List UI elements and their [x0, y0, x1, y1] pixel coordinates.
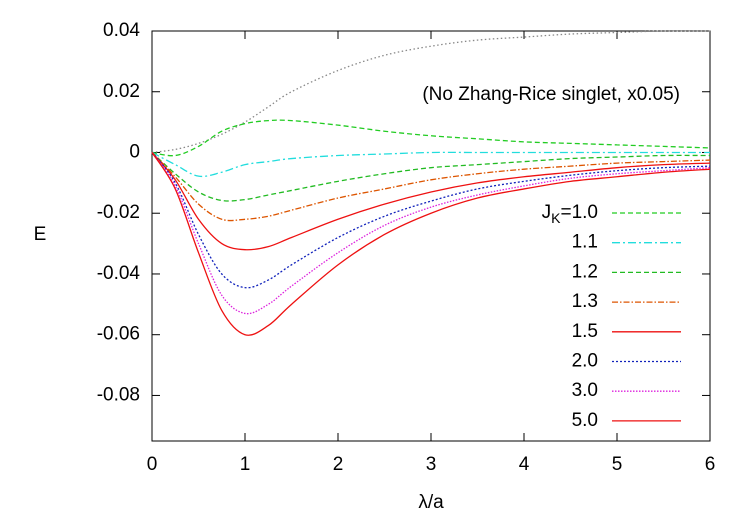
legend-label: 1.5 — [572, 321, 598, 342]
annotation: (No Zhang-Rice singlet, x0.05) — [422, 84, 680, 105]
legend-label: 1.3 — [572, 291, 598, 312]
series-line — [151, 30, 711, 154]
series-line — [151, 152, 711, 315]
series-line — [151, 152, 711, 251]
x-tick-label: 5 — [612, 454, 623, 475]
y-tick-label: 0 — [129, 141, 140, 162]
series-line — [151, 151, 710, 178]
series-line — [151, 152, 711, 202]
y-tick-label: 0.04 — [103, 20, 140, 41]
x-tick-label: 4 — [519, 454, 530, 475]
legend-label: 2.0 — [572, 351, 598, 372]
y-tick-label: -0.08 — [97, 384, 140, 405]
y-tick-label: -0.04 — [97, 263, 141, 284]
x-tick-label: 6 — [705, 454, 716, 475]
y-tick-label: -0.06 — [97, 324, 140, 345]
x-tick-label: 1 — [240, 454, 251, 475]
legend-label: 1.1 — [572, 232, 598, 253]
legend-label: 5.0 — [572, 410, 598, 431]
y-axis-label: E — [34, 224, 47, 245]
x-axis-label: λ/a — [418, 492, 444, 513]
x-tick-label: 0 — [147, 454, 158, 475]
x-tick-label: 3 — [426, 454, 437, 475]
legend-label: 1.2 — [572, 261, 598, 282]
series-line — [151, 119, 711, 157]
series-line — [151, 152, 711, 289]
legend-label: JK=1.0 — [542, 202, 598, 226]
legend-label: 3.0 — [572, 380, 598, 401]
y-tick-label: 0.02 — [103, 81, 140, 102]
series-line — [151, 152, 711, 222]
x-tick-label: 2 — [333, 454, 344, 475]
y-tick-label: -0.02 — [97, 202, 140, 223]
series-line — [151, 152, 711, 336]
